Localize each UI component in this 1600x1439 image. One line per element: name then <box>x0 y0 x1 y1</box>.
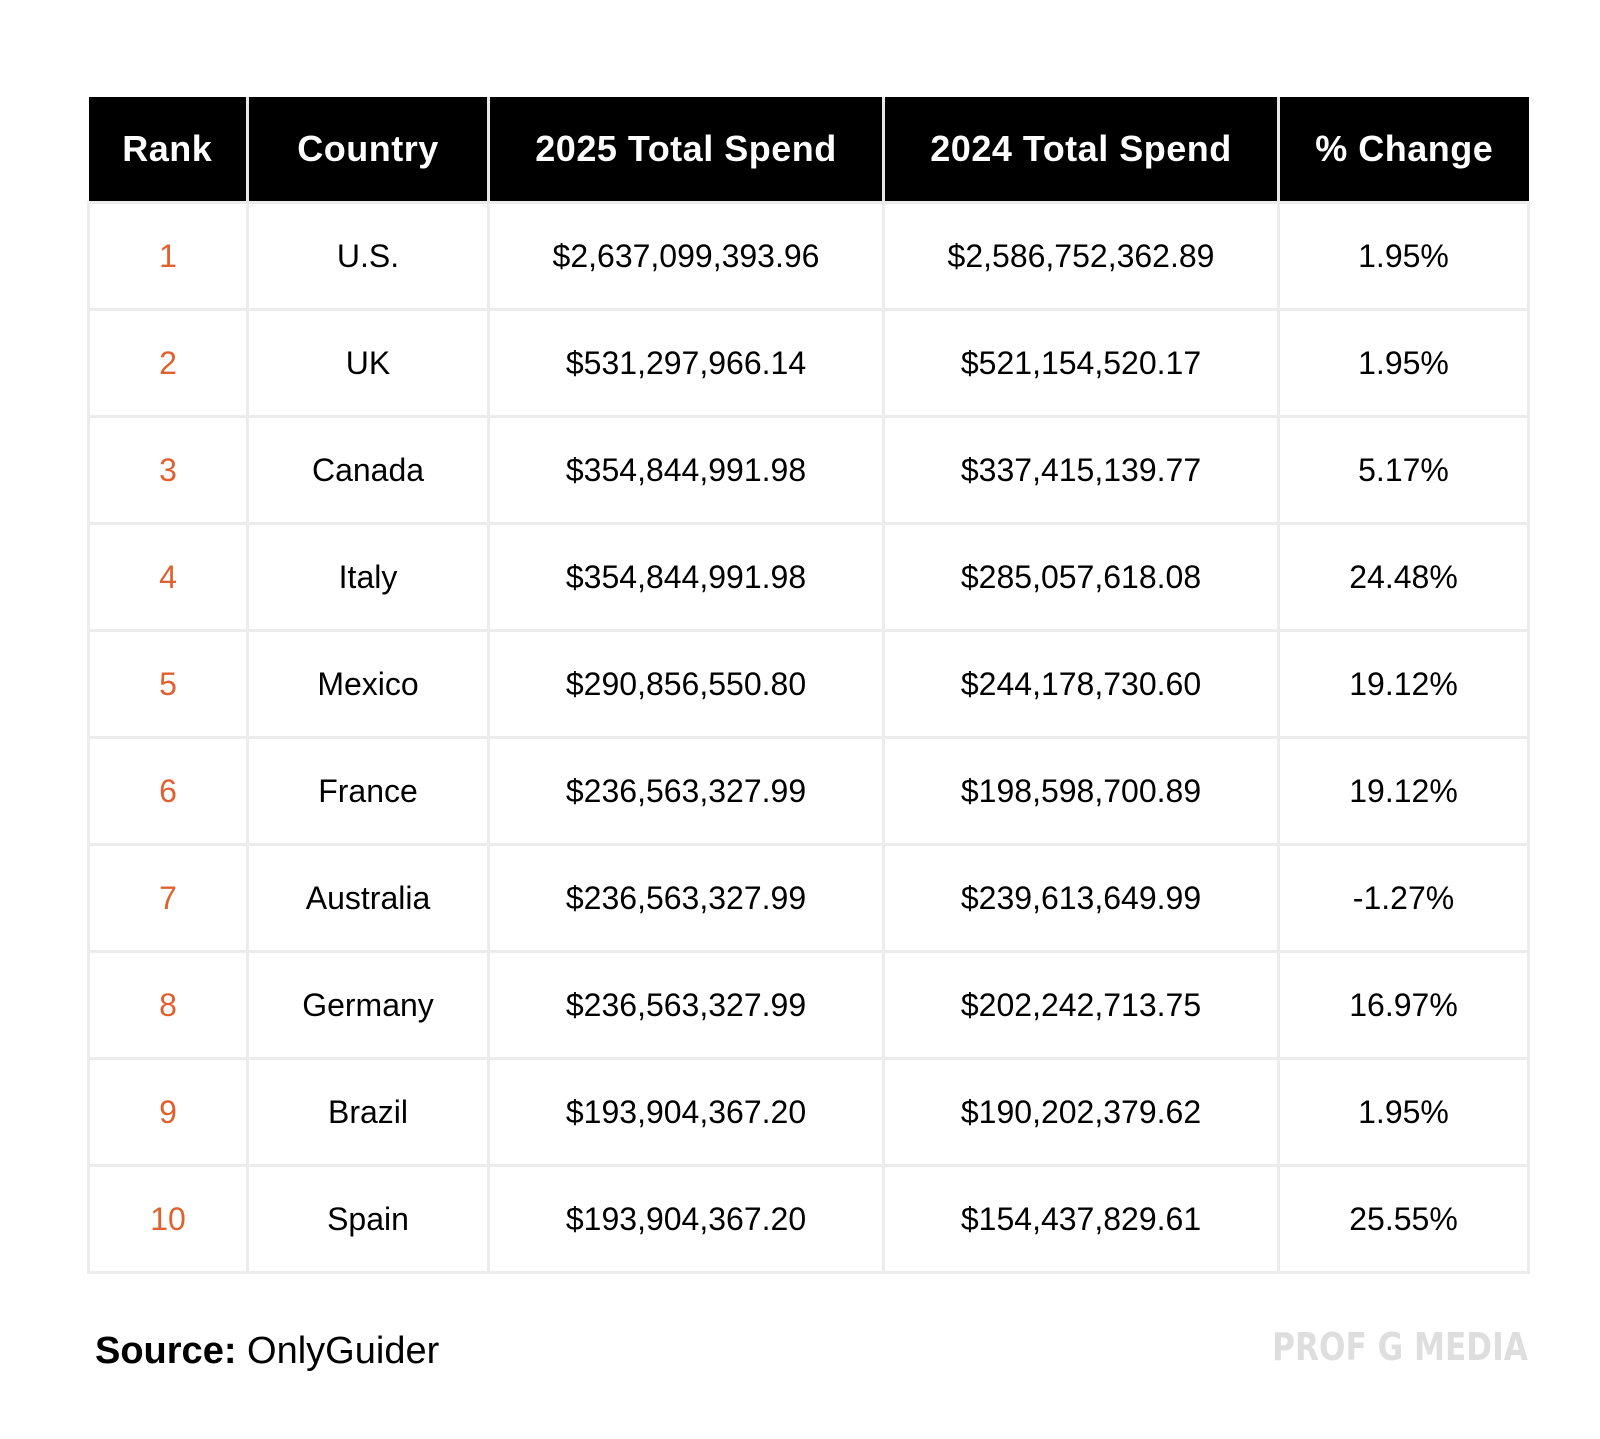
country-cell: France <box>246 736 490 846</box>
source-value: OnlyGuider <box>247 1330 440 1372</box>
spend-2025-cell: $354,844,991.98 <box>487 522 885 632</box>
change-cell: 24.48% <box>1277 522 1530 632</box>
table-row: 2 UK $531,297,966.14 $521,154,520.17 1.9… <box>87 308 1530 418</box>
table-row: 7 Australia $236,563,327.99 $239,613,649… <box>87 843 1530 953</box>
country-cell: Mexico <box>246 629 490 739</box>
change-cell: 16.97% <box>1277 950 1530 1060</box>
country-cell: UK <box>246 308 490 418</box>
table-row: 8 Germany $236,563,327.99 $202,242,713.7… <box>87 950 1530 1060</box>
change-cell: 19.12% <box>1277 629 1530 739</box>
brand-logo: PROF G MEDIA <box>1272 1325 1528 1369</box>
country-cell: Brazil <box>246 1057 490 1167</box>
table-row: 10 Spain $193,904,367.20 $154,437,829.61… <box>87 1164 1530 1274</box>
rank-cell: 10 <box>87 1164 249 1274</box>
country-cell: Italy <box>246 522 490 632</box>
country-cell: Australia <box>246 843 490 953</box>
header-2025-total-spend: 2025 Total Spend <box>487 97 885 203</box>
rank-cell: 6 <box>87 736 249 846</box>
spend-2024-cell: $2,586,752,362.89 <box>882 201 1280 311</box>
spend-2024-cell: $521,154,520.17 <box>882 308 1280 418</box>
source-label: Source: <box>95 1330 237 1372</box>
table-row: 4 Italy $354,844,991.98 $285,057,618.08 … <box>87 522 1530 632</box>
rank-cell: 7 <box>87 843 249 953</box>
spend-2024-cell: $190,202,379.62 <box>882 1057 1280 1167</box>
spend-2025-cell: $290,856,550.80 <box>487 629 885 739</box>
spend-2025-cell: $354,844,991.98 <box>487 415 885 525</box>
spend-2024-cell: $154,437,829.61 <box>882 1164 1280 1274</box>
spend-2025-cell: $193,904,367.20 <box>487 1164 885 1274</box>
change-cell: 5.17% <box>1277 415 1530 525</box>
rank-cell: 5 <box>87 629 249 739</box>
change-cell: 1.95% <box>1277 308 1530 418</box>
spend-2025-cell: $236,563,327.99 <box>487 843 885 953</box>
change-cell: 1.95% <box>1277 1057 1530 1167</box>
header-2024-total-spend: 2024 Total Spend <box>882 97 1280 203</box>
change-cell: -1.27% <box>1277 843 1530 953</box>
table-row: 6 France $236,563,327.99 $198,598,700.89… <box>87 736 1530 846</box>
spend-2025-cell: $236,563,327.99 <box>487 950 885 1060</box>
spend-2025-cell: $236,563,327.99 <box>487 736 885 846</box>
spend-2024-cell: $337,415,139.77 <box>882 415 1280 525</box>
change-cell: 25.55% <box>1277 1164 1530 1274</box>
change-cell: 19.12% <box>1277 736 1530 846</box>
table-header-row: Rank Country 2025 Total Spend 2024 Total… <box>88 97 1529 203</box>
country-cell: Germany <box>246 950 490 1060</box>
country-cell: Spain <box>246 1164 490 1274</box>
spend-2024-cell: $198,598,700.89 <box>882 736 1280 846</box>
country-cell: Canada <box>246 415 490 525</box>
change-cell: 1.95% <box>1277 201 1530 311</box>
spend-table: Rank Country 2025 Total Spend 2024 Total… <box>87 97 1530 1274</box>
source-note: Source: OnlyGuider <box>95 1330 439 1373</box>
table-row: 9 Brazil $193,904,367.20 $190,202,379.62… <box>87 1057 1530 1167</box>
table-row: 1 U.S. $2,637,099,393.96 $2,586,752,362.… <box>87 201 1530 311</box>
table-row: 3 Canada $354,844,991.98 $337,415,139.77… <box>87 415 1530 525</box>
rank-cell: 3 <box>87 415 249 525</box>
header-country: Country <box>246 97 490 203</box>
rank-cell: 2 <box>87 308 249 418</box>
rank-cell: 4 <box>87 522 249 632</box>
spend-2025-cell: $2,637,099,393.96 <box>487 201 885 311</box>
spend-2025-cell: $193,904,367.20 <box>487 1057 885 1167</box>
spend-2024-cell: $239,613,649.99 <box>882 843 1280 953</box>
table-row: 5 Mexico $290,856,550.80 $244,178,730.60… <box>87 629 1530 739</box>
header-percent-change: % Change <box>1277 97 1529 203</box>
country-cell: U.S. <box>246 201 490 311</box>
rank-cell: 9 <box>87 1057 249 1167</box>
spend-2025-cell: $531,297,966.14 <box>487 308 885 418</box>
header-rank: Rank <box>88 97 249 203</box>
spend-2024-cell: $244,178,730.60 <box>882 629 1280 739</box>
rank-cell: 1 <box>87 201 249 311</box>
spend-2024-cell: $202,242,713.75 <box>882 950 1280 1060</box>
spend-2024-cell: $285,057,618.08 <box>882 522 1280 632</box>
rank-cell: 8 <box>87 950 249 1060</box>
